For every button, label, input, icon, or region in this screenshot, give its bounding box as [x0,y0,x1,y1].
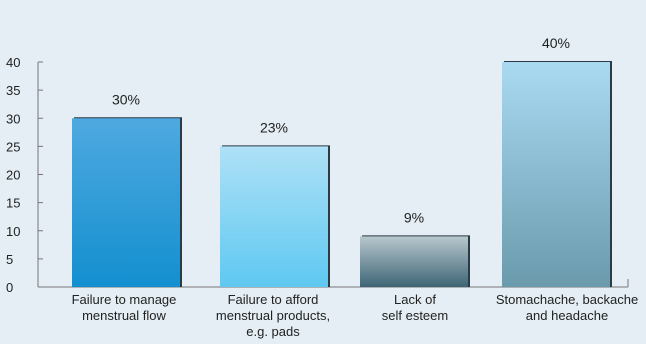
bar [502,62,610,287]
category-label: Lack of [394,292,436,307]
y-tick-label: 10 [6,224,20,239]
category-label: Failure to manage [72,292,177,307]
y-tick-label: 15 [6,196,20,211]
category-label: and headache [526,308,608,323]
bar [72,118,180,287]
data-label: 23% [260,119,288,135]
y-tick-label: 35 [6,83,20,98]
y-tick-label: 20 [6,168,20,183]
bar [360,236,468,287]
category-label: e.g. pads [246,324,300,339]
category-label: menstrual flow [82,308,166,323]
category-label: menstrual products, [216,308,330,323]
y-tick-label: 40 [6,55,20,70]
category-label: self esteem [382,308,448,323]
bar [220,146,328,287]
y-tick-label: 5 [6,252,13,267]
chart-bars [72,61,612,287]
category-label: Failure to afford [228,292,319,307]
y-tick-label: 0 [6,280,13,295]
y-tick-label: 30 [6,111,20,126]
data-label: 40% [542,35,570,51]
data-label: 30% [112,91,140,107]
y-tick-label: 25 [6,139,20,154]
category-label: Stomachache, backache [496,292,638,307]
data-label: 9% [404,209,424,225]
